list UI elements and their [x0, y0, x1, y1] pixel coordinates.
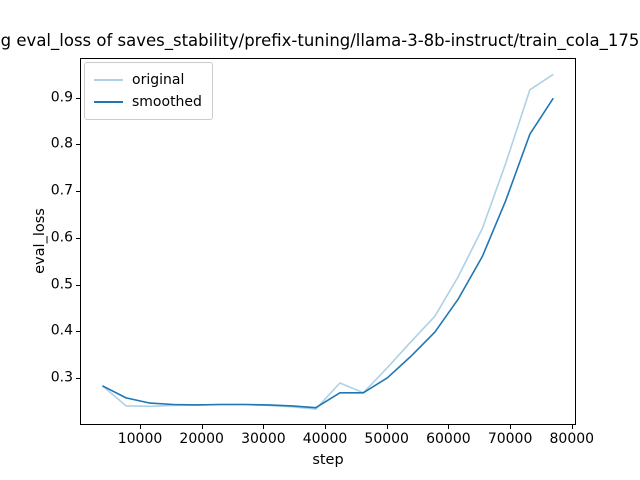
x-tick-mark — [386, 425, 388, 429]
x-tick-mark — [263, 425, 265, 429]
original-line — [101, 73, 554, 410]
x-tick-mark — [325, 425, 326, 429]
original-line-swatch — [94, 79, 123, 81]
legend-label-original: original — [132, 71, 185, 88]
x-tick-label: 40000 — [302, 431, 348, 447]
y-axis-label: eval_loss — [32, 208, 48, 274]
y-tick-mark — [76, 284, 80, 286]
x-tick-label: 80000 — [549, 431, 595, 447]
x-tick-mark — [448, 425, 450, 429]
x-axis-label: step — [312, 452, 344, 468]
smoothed-line-swatch — [94, 101, 123, 103]
y-tick-label: 0.9 — [50, 89, 73, 106]
y-tick-mark — [76, 331, 80, 333]
chart-title: g eval_loss of saves_stability/prefix-tu… — [0, 31, 640, 50]
x-tick-label: 50000 — [364, 431, 409, 447]
smoothed-line — [102, 97, 554, 409]
y-tick-mark — [76, 237, 80, 239]
legend-label-smoothed: smoothed — [132, 93, 202, 110]
y-tick-label: 0.8 — [50, 135, 73, 152]
y-tick-mark — [76, 97, 80, 99]
x-tick-mark — [510, 425, 512, 429]
legend-entry-smoothed: smoothed — [94, 91, 202, 113]
y-tick-mark — [76, 377, 80, 379]
x-tick-mark — [201, 425, 203, 429]
x-tick-label: 20000 — [179, 431, 224, 447]
x-tick-label: 10000 — [117, 431, 163, 447]
y-tick-label: 0.6 — [50, 229, 73, 246]
x-tick-label: 70000 — [487, 431, 533, 447]
x-tick-label: 30000 — [241, 431, 286, 447]
x-tick-mark — [571, 425, 573, 429]
y-tick-label: 0.3 — [50, 369, 73, 386]
legend: original smoothed — [84, 62, 213, 120]
x-tick-label: 60000 — [426, 431, 471, 447]
y-tick-mark — [76, 144, 80, 146]
y-tick-label: 0.7 — [50, 182, 73, 199]
y-tick-mark — [76, 191, 80, 193]
y-tick-label: 0.5 — [50, 276, 73, 292]
y-tick-label: 0.4 — [50, 322, 73, 339]
legend-entry-original: original — [94, 69, 202, 91]
x-tick-mark — [140, 425, 141, 429]
